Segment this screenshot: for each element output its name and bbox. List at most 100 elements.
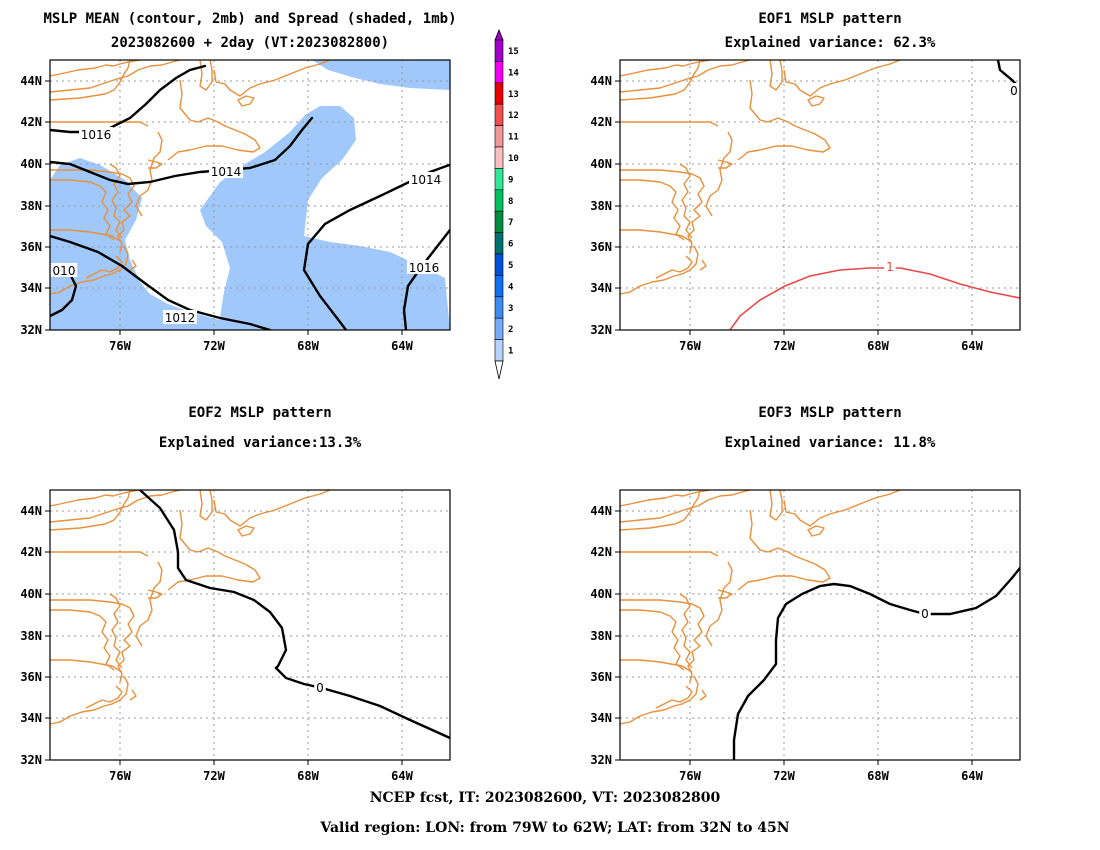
colorbar-swatch [494,189,504,212]
contour-label-mean-5: 1016 [409,261,440,275]
lat-tick-label: 32N [590,323,612,337]
contour-label-mean-4: 1012 [165,311,196,325]
colorbar-swatch [494,339,504,362]
colorbar-label: 6 [508,240,513,250]
colorbar-swatch [494,168,504,191]
lat-tick-label: 36N [590,670,612,684]
lon-tick-label: 72W [773,339,795,353]
coastline-eof1 [620,60,901,295]
contour-label-mean-0: 1016 [81,128,112,142]
panel-title-eof2: EOF2 MSLP pattern [188,405,331,421]
colorbar-swatch [494,146,504,169]
colorbar-label: 10 [508,154,519,164]
colorbar-label: 4 [508,282,514,292]
contour-label-bg [884,259,896,273]
lat-tick-label: 42N [20,545,42,559]
colorbar-label: 3 [508,304,513,314]
lon-tick-label: 68W [297,339,319,353]
contour-label-eof3-0: 0 [921,607,929,621]
lon-tick-label: 64W [391,339,413,353]
colorbar-swatch [494,82,504,105]
contour-label-bg [314,680,326,694]
colorbar-label: 2 [508,325,513,335]
panel-subtitle-eof2: Explained variance:13.3% [159,435,362,451]
colorbar-swatch [494,275,504,298]
panel-subtitle-eof1: Explained variance: 62.3% [725,35,936,51]
map-panel-mean: 1016 1014 1014 010 1012 1016 44N 42N 40N 38N 36N 34… [20,59,451,353]
footer-line-1: NCEP fcst, IT: 2023082600, VT: 202308280… [370,790,721,806]
lat-tick-label: 38N [20,199,42,213]
map-frame [619,59,1021,331]
coastline-eof3 [620,490,901,725]
colorbar-swatch [494,317,504,340]
lat-tick-label: 40N [590,157,612,171]
colorbar-swatch [494,210,504,233]
spread-shade-mean-0 [50,158,270,330]
lon-tick-label: 76W [109,769,131,783]
colorbar-swatch [494,39,504,62]
colorbar-label: 7 [508,218,513,228]
lat-tick-label: 38N [590,199,612,213]
colorbar-label: 11 [508,133,519,143]
lat-tick-label: 44N [20,74,42,88]
lat-tick-label: 40N [590,587,612,601]
lon-tick-label: 76W [679,769,701,783]
lat-tick-label: 34N [590,281,612,295]
contour-label-bg [409,172,443,186]
colorbar-label: 8 [508,197,513,207]
lon-tick-label: 64W [391,769,413,783]
footer-line-2: Valid region: LON: from 79W to 62W; LAT:… [319,820,789,836]
lat-tick-label: 40N [20,587,42,601]
lat-tick-label: 32N [590,753,612,767]
map-panel-eof3: 0 44N 42N 40N 38N 36N 34N 32N 76W 72W 68W 64W [590,489,1021,783]
contour-label-bg [1008,83,1020,97]
lon-tick-label: 68W [297,769,319,783]
map-panel-eof2: 0 44N 42N 40N 38N 36N 34N 32N 76W 72W 68W 64W [20,489,451,783]
contour-label-eof1-1: 1 [886,260,894,274]
contour-line-eof3-0 [732,566,1020,760]
map-frame [619,489,1021,761]
contour-label-bg [163,310,197,324]
contour-line-eof2-0 [138,490,450,740]
contour-label-mean-2: 1014 [411,173,442,187]
lon-tick-label: 72W [203,769,225,783]
lat-tick-label: 34N [590,711,612,725]
lat-tick-label: 34N [20,281,42,295]
colorbar-label: 9 [508,175,513,185]
colorbar-label: 5 [508,261,513,271]
map-frame [49,59,451,331]
colorbar-swatch [494,61,504,84]
contour-label-bg [407,260,441,274]
map-panel-eof1: 0 1 44N 42N 40N 38N 36N 34N 32N 76W 72W 68W 64W [590,59,1021,353]
colorbar-label: 13 [508,90,519,100]
lon-tick-label: 72W [773,769,795,783]
lat-tick-label: 42N [20,115,42,129]
contour-label-eof2-0: 0 [316,681,324,695]
lat-tick-label: 40N [20,157,42,171]
panel-title-eof3: EOF3 MSLP pattern [758,405,901,421]
contour-label-eof1-0: 0 [1010,84,1018,98]
map-frame [49,489,451,761]
spread-colorbar: 15 14 13 12 11 10 9 8 7 6 5 4 3 2 1 [494,28,519,380]
lat-tick-label: 42N [590,545,612,559]
colorbar-label: 1 [508,347,513,357]
lat-tick-label: 32N [20,753,42,767]
contour-label-bg [209,164,243,178]
lat-tick-label: 36N [20,240,42,254]
lat-tick-label: 44N [20,504,42,518]
lon-tick-label: 76W [109,339,131,353]
lat-tick-label: 44N [590,504,612,518]
colorbar-swatch [494,103,504,126]
lat-tick-label: 38N [590,629,612,643]
lat-tick-label: 36N [590,240,612,254]
lat-tick-label: 36N [20,670,42,684]
spread-shade-mean-1 [200,106,450,330]
colorbar-swatch [494,296,504,319]
panel-subtitle-mean: 2023082600 + 2day (VT:2023082800) [111,35,389,51]
spread-shade-mean-2 [312,60,450,90]
lon-tick-label: 68W [867,339,889,353]
lon-tick-label: 68W [867,769,889,783]
lon-tick-label: 76W [679,339,701,353]
lon-tick-label: 64W [961,769,983,783]
lat-tick-label: 42N [590,115,612,129]
